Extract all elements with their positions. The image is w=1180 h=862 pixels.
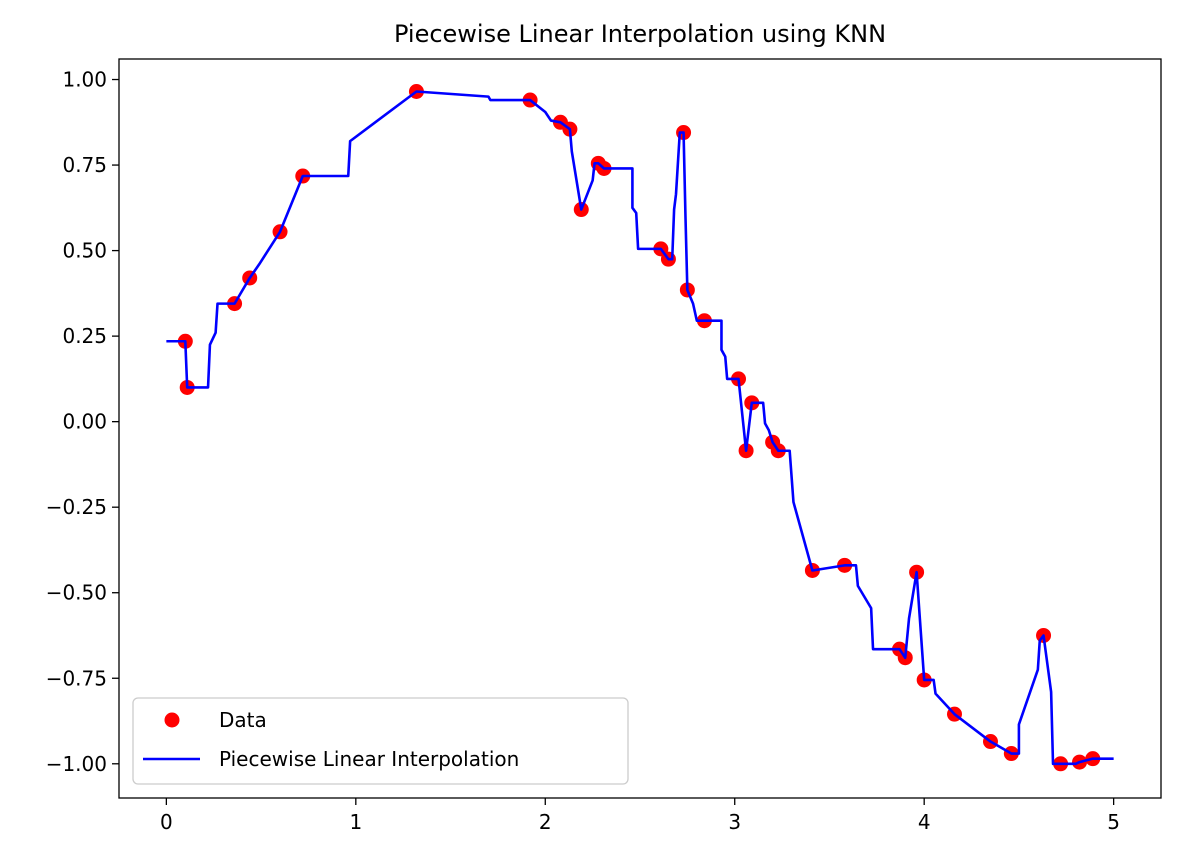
chart-title: Piecewise Linear Interpolation using KNN: [394, 20, 886, 48]
y-tick-label: −1.00: [46, 752, 107, 776]
axes: 0 1 2 3 4 5 1.00 0.75 0.50 0.25 0.00 −0.25 −0.50 −0.7…: [46, 58, 1162, 834]
x-tick-label: 5: [1107, 810, 1120, 834]
legend-box: [132, 697, 629, 785]
legend-data-label: Data: [219, 708, 267, 732]
axes-frame: [118, 58, 1162, 799]
x-tick-label: 0: [160, 810, 173, 834]
y-tick-label: −0.25: [46, 495, 107, 519]
legend: Data Piecewise Linear Interpolation: [132, 697, 629, 785]
y-tick-label: −0.50: [46, 581, 107, 605]
interpolation-line: [166, 90, 1114, 766]
legend-data-marker: [164, 712, 180, 728]
y-tick-label: −0.75: [46, 666, 107, 690]
y-tick-label: 0.00: [62, 410, 107, 434]
y-tick-label: 0.25: [62, 324, 107, 348]
y-tick-label: 1.00: [62, 68, 107, 92]
y-tick-label: 0.75: [62, 153, 107, 177]
x-tick-label: 4: [918, 810, 931, 834]
legend-line-label: Piecewise Linear Interpolation: [219, 747, 519, 771]
x-tick-label: 2: [539, 810, 552, 834]
x-tick-label: 1: [349, 810, 362, 834]
plot-area: [166, 84, 1114, 772]
x-tick-label: 3: [728, 810, 741, 834]
y-tick-label: 0.50: [62, 239, 107, 263]
